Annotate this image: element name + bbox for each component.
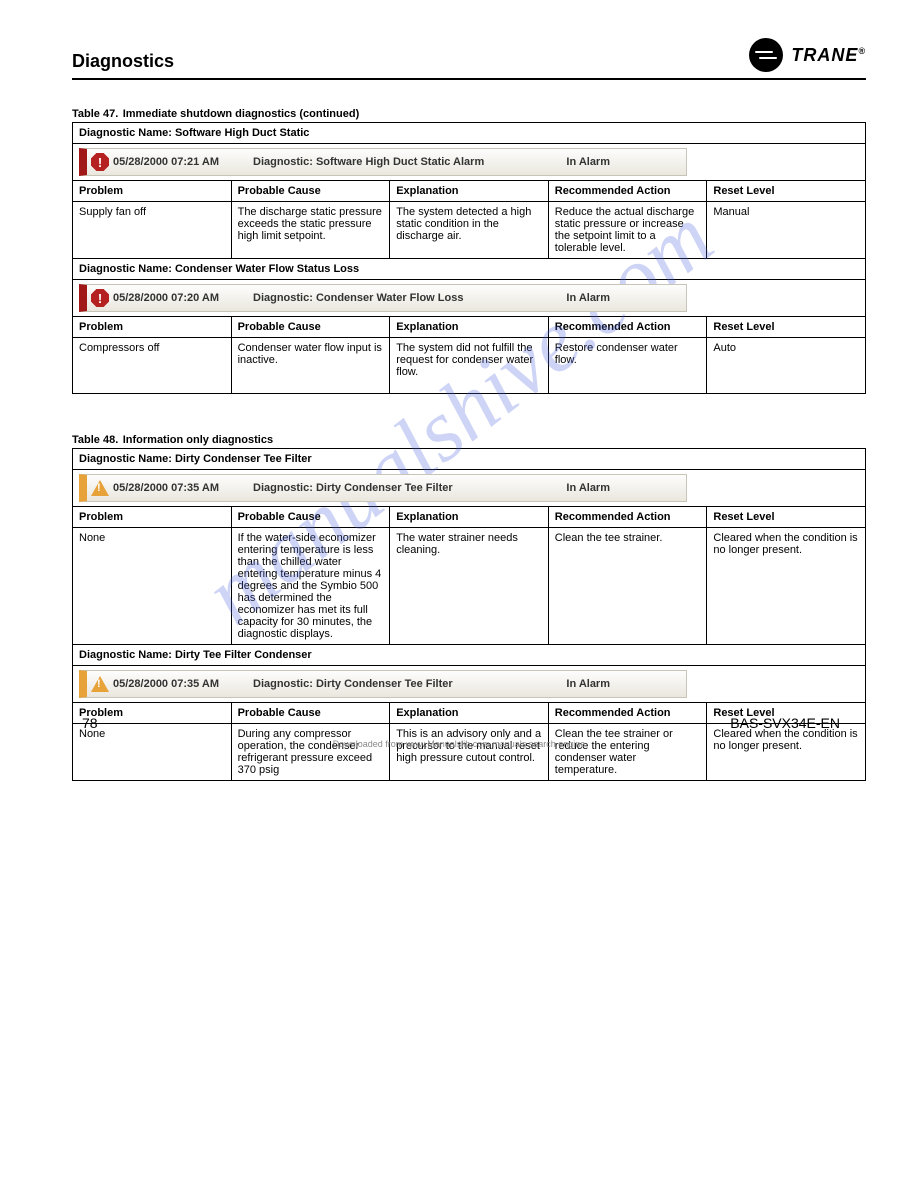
table-row: Supply fan offThe discharge static press… [73, 202, 866, 259]
brand-logo: TRANE® [749, 38, 866, 72]
alarm-diag: Diagnostic: Dirty Condenser Tee Filter [253, 482, 566, 494]
page-number: 78 [82, 715, 98, 731]
alarm-bar-warning: 05/28/2000 07:35 AM Diagnostic: Dirty Co… [79, 474, 687, 502]
table-47: Diagnostic Name: Software High Duct Stat… [72, 122, 866, 394]
alert-warning-icon [91, 676, 109, 692]
diag-name-row: Diagnostic Name: Dirty Tee Filter Conden… [73, 645, 866, 666]
alarm-row: ! 05/28/2000 07:21 AM Diagnostic: Softwa… [73, 144, 866, 181]
diag-name-row: Diagnostic Name: Software High Duct Stat… [73, 123, 866, 144]
alarm-row: 05/28/2000 07:35 AM Diagnostic: Dirty Co… [73, 666, 866, 703]
alarm-bar-warning: 05/28/2000 07:35 AM Diagnostic: Dirty Co… [79, 670, 687, 698]
alarm-diag: Diagnostic: Software High Duct Static Al… [253, 156, 566, 168]
brand-text: TRANE® [791, 45, 866, 66]
alarm-time: 05/28/2000 07:20 AM [113, 292, 253, 304]
alarm-row: ! 05/28/2000 07:20 AM Diagnostic: Conden… [73, 280, 866, 317]
alert-warning-icon [91, 480, 109, 496]
alarm-diag: Diagnostic: Condenser Water Flow Loss [253, 292, 566, 304]
alarm-status: In Alarm [566, 482, 686, 494]
alarm-status: In Alarm [566, 678, 686, 690]
alarm-row: 05/28/2000 07:35 AM Diagnostic: Dirty Co… [73, 470, 866, 507]
alarm-bar-critical: ! 05/28/2000 07:21 AM Diagnostic: Softwa… [79, 148, 687, 176]
section-title: Diagnostics [72, 51, 174, 72]
table-row: Compressors offCondenser water flow inpu… [73, 338, 866, 394]
table-48-caption: Table 48. Information only diagnostics [72, 430, 866, 448]
alarm-time: 05/28/2000 07:21 AM [113, 156, 253, 168]
alarm-diag: Diagnostic: Dirty Condenser Tee Filter [253, 678, 566, 690]
table-row: NoneDuring any compressor operation, the… [73, 724, 866, 781]
page-header: Diagnostics TRANE® [72, 38, 866, 80]
footer-source: Downloaded from www.Manualslib.com manua… [0, 739, 918, 749]
doc-id: BAS-SVX34E-EN [730, 715, 840, 731]
diag-name-row: Diagnostic Name: Dirty Condenser Tee Fil… [73, 449, 866, 470]
alarm-bar-critical: ! 05/28/2000 07:20 AM Diagnostic: Conden… [79, 284, 687, 312]
alert-critical-icon: ! [91, 289, 109, 307]
alarm-status: In Alarm [566, 292, 686, 304]
alarm-time: 05/28/2000 07:35 AM [113, 678, 253, 690]
alarm-status: In Alarm [566, 156, 686, 168]
alarm-time: 05/28/2000 07:35 AM [113, 482, 253, 494]
table-row: NoneIf the water-side economizer enterin… [73, 528, 866, 645]
col-headers: ProblemProbable CauseExplanationRecommen… [73, 507, 866, 528]
col-headers: ProblemProbable CauseExplanationRecommen… [73, 181, 866, 202]
col-headers: ProblemProbable CauseExplanationRecommen… [73, 317, 866, 338]
alert-critical-icon: ! [91, 153, 109, 171]
trane-globe-icon [749, 38, 783, 72]
table-48: Diagnostic Name: Dirty Condenser Tee Fil… [72, 448, 866, 781]
table-47-caption: Table 47. Immediate shutdown diagnostics… [72, 104, 866, 122]
diag-name-row: Diagnostic Name: Condenser Water Flow St… [73, 259, 866, 280]
